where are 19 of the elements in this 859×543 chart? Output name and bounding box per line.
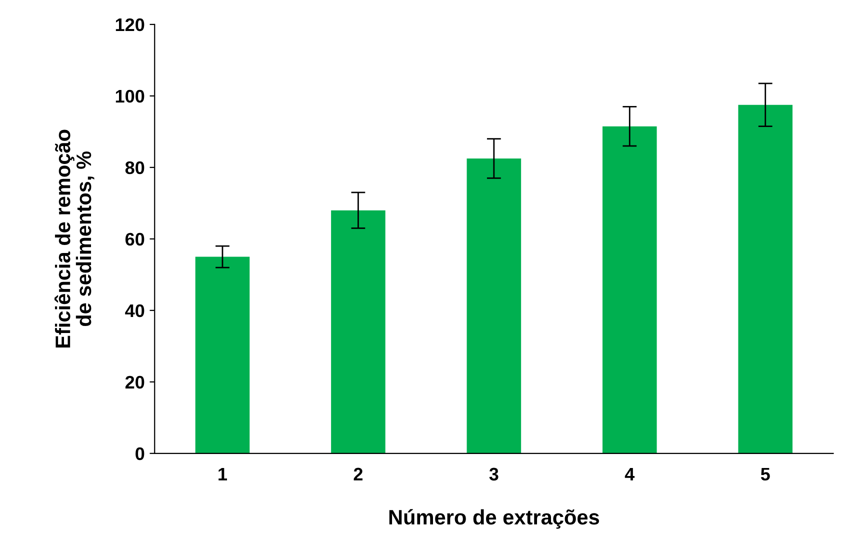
y-tick-label: 0 bbox=[136, 447, 144, 460]
x-tick-label: 2 bbox=[354, 468, 362, 480]
x-tick-label: 3 bbox=[489, 468, 498, 481]
bar bbox=[331, 210, 386, 454]
bar bbox=[602, 126, 657, 454]
y-tick-label: 80 bbox=[125, 161, 144, 174]
bar bbox=[738, 104, 793, 454]
bar bbox=[466, 158, 522, 454]
x-tick-label: 1 bbox=[218, 468, 227, 480]
x-tick-label: 4 bbox=[624, 468, 635, 480]
y-tick-label: 40 bbox=[125, 304, 144, 318]
y-tick-label: 20 bbox=[125, 376, 144, 389]
y-tick-label: 100 bbox=[116, 90, 144, 103]
y-tick-label: 60 bbox=[125, 232, 144, 246]
bar bbox=[195, 256, 250, 454]
x-tick-label: 5 bbox=[760, 468, 770, 481]
y-axis-title: Eficiência de remoção de sedimentos, % bbox=[54, 130, 94, 348]
y-tick-label: 120 bbox=[116, 18, 144, 32]
x-axis-title: Número de extrações bbox=[389, 509, 600, 529]
